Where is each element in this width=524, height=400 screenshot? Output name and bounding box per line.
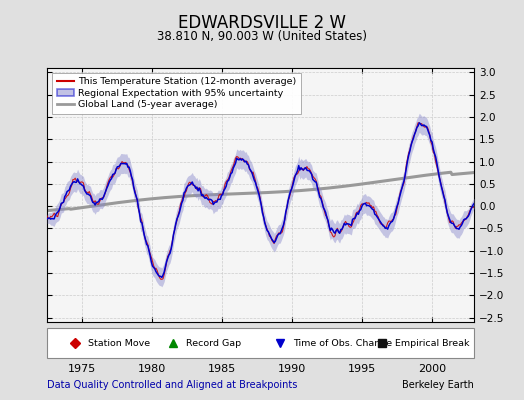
Text: 1990: 1990 [278, 364, 307, 374]
FancyBboxPatch shape [47, 328, 474, 358]
Text: Time of Obs. Change: Time of Obs. Change [293, 338, 392, 348]
Text: Station Move: Station Move [88, 338, 150, 348]
Text: 1995: 1995 [348, 364, 376, 374]
Legend: This Temperature Station (12-month average), Regional Expectation with 95% uncer: This Temperature Station (12-month avera… [52, 73, 301, 114]
Text: 2000: 2000 [418, 364, 446, 374]
Text: 1975: 1975 [68, 364, 96, 374]
Text: EDWARDSVILLE 2 W: EDWARDSVILLE 2 W [178, 14, 346, 32]
Text: 1980: 1980 [138, 364, 166, 374]
Text: Data Quality Controlled and Aligned at Breakpoints: Data Quality Controlled and Aligned at B… [47, 380, 298, 390]
Text: 1985: 1985 [208, 364, 236, 374]
Text: 38.810 N, 90.003 W (United States): 38.810 N, 90.003 W (United States) [157, 30, 367, 43]
Text: Berkeley Earth: Berkeley Earth [402, 380, 474, 390]
Text: Record Gap: Record Gap [186, 338, 241, 348]
Text: Empirical Break: Empirical Break [395, 338, 470, 348]
